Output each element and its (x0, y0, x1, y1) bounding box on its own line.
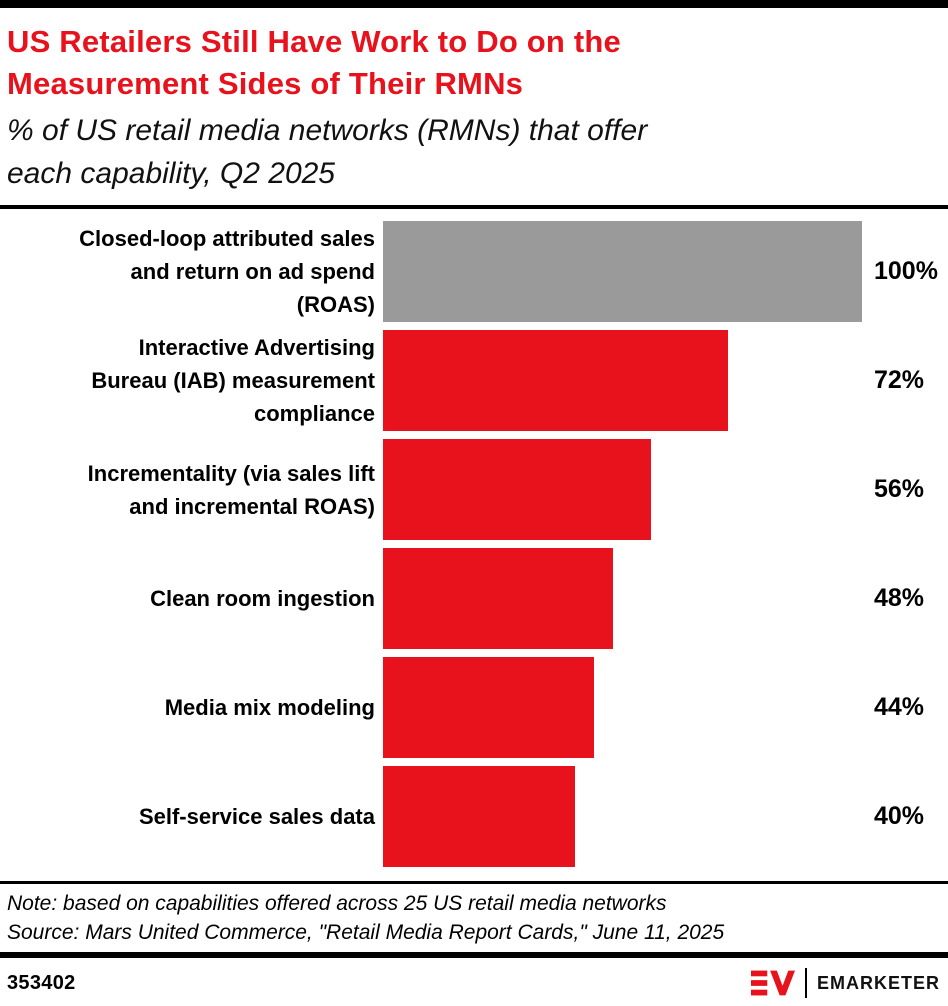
emarketer-monogram-icon (750, 970, 795, 996)
chart-id: 353402 (7, 971, 76, 994)
category-label: Closed-loop attributed sales and return … (79, 226, 375, 318)
header-divider (0, 205, 948, 210)
page-title: US Retailers Still Have Work to Do on th… (7, 24, 621, 101)
notes-divider (0, 881, 948, 885)
bar-track (383, 766, 862, 868)
bar-chart: Closed-loop attributed sales and return … (0, 209, 948, 871)
chart-row: Media mix modeling 44% (0, 653, 948, 762)
value-label: 44% (874, 693, 925, 722)
value-label: 56% (874, 475, 925, 504)
bar-track (383, 439, 862, 541)
footer-divider (0, 952, 948, 959)
chart-subtitle: % of US retail media networks (RMNs) tha… (7, 113, 648, 190)
category-label: Incrementality (via sales lift and incre… (87, 460, 375, 519)
bar-track (383, 657, 862, 759)
bar-iab-compliance (383, 330, 728, 432)
chart-row: Clean room ingestion 48% (0, 544, 948, 653)
top-rule (0, 0, 948, 8)
value-label: 40% (874, 802, 925, 831)
source-text: Source: Mars United Commerce, "Retail Me… (7, 921, 725, 945)
logo-separator (804, 968, 807, 999)
chart-notes: Note: based on capabilities offered acro… (0, 884, 948, 948)
brand-name: EMARKETER (816, 972, 940, 993)
value-label: 48% (874, 584, 925, 613)
category-label: Interactive Advertising Bureau (IAB) mea… (91, 335, 375, 427)
value-label: 72% (874, 366, 925, 395)
emarketer-logo: EMARKETER (750, 968, 940, 999)
bar-closed-loop (383, 221, 862, 323)
bar-track (383, 221, 862, 323)
bar-track (383, 330, 862, 432)
value-label: 100% (874, 257, 938, 286)
bar-media-mix (383, 657, 594, 759)
category-label: Clean room ingestion (150, 586, 375, 612)
bar-track (383, 548, 862, 650)
bar-incrementality (383, 439, 652, 541)
note-text: Note: based on capabilities offered acro… (7, 892, 667, 916)
chart-row: Self-service sales data 40% (0, 762, 948, 871)
chart-row: Interactive Advertising Bureau (IAB) mea… (0, 326, 948, 435)
bar-self-service (383, 766, 575, 868)
chart-header: US Retailers Still Have Work to Do on th… (0, 8, 948, 195)
category-label: Media mix modeling (164, 695, 375, 721)
bar-clean-room (383, 548, 613, 650)
category-label: Self-service sales data (138, 804, 375, 830)
chart-row: Incrementality (via sales lift and incre… (0, 435, 948, 544)
chart-row: Closed-loop attributed sales and return … (0, 217, 948, 326)
footer-bar: 353402 EMARKETER (0, 958, 948, 999)
